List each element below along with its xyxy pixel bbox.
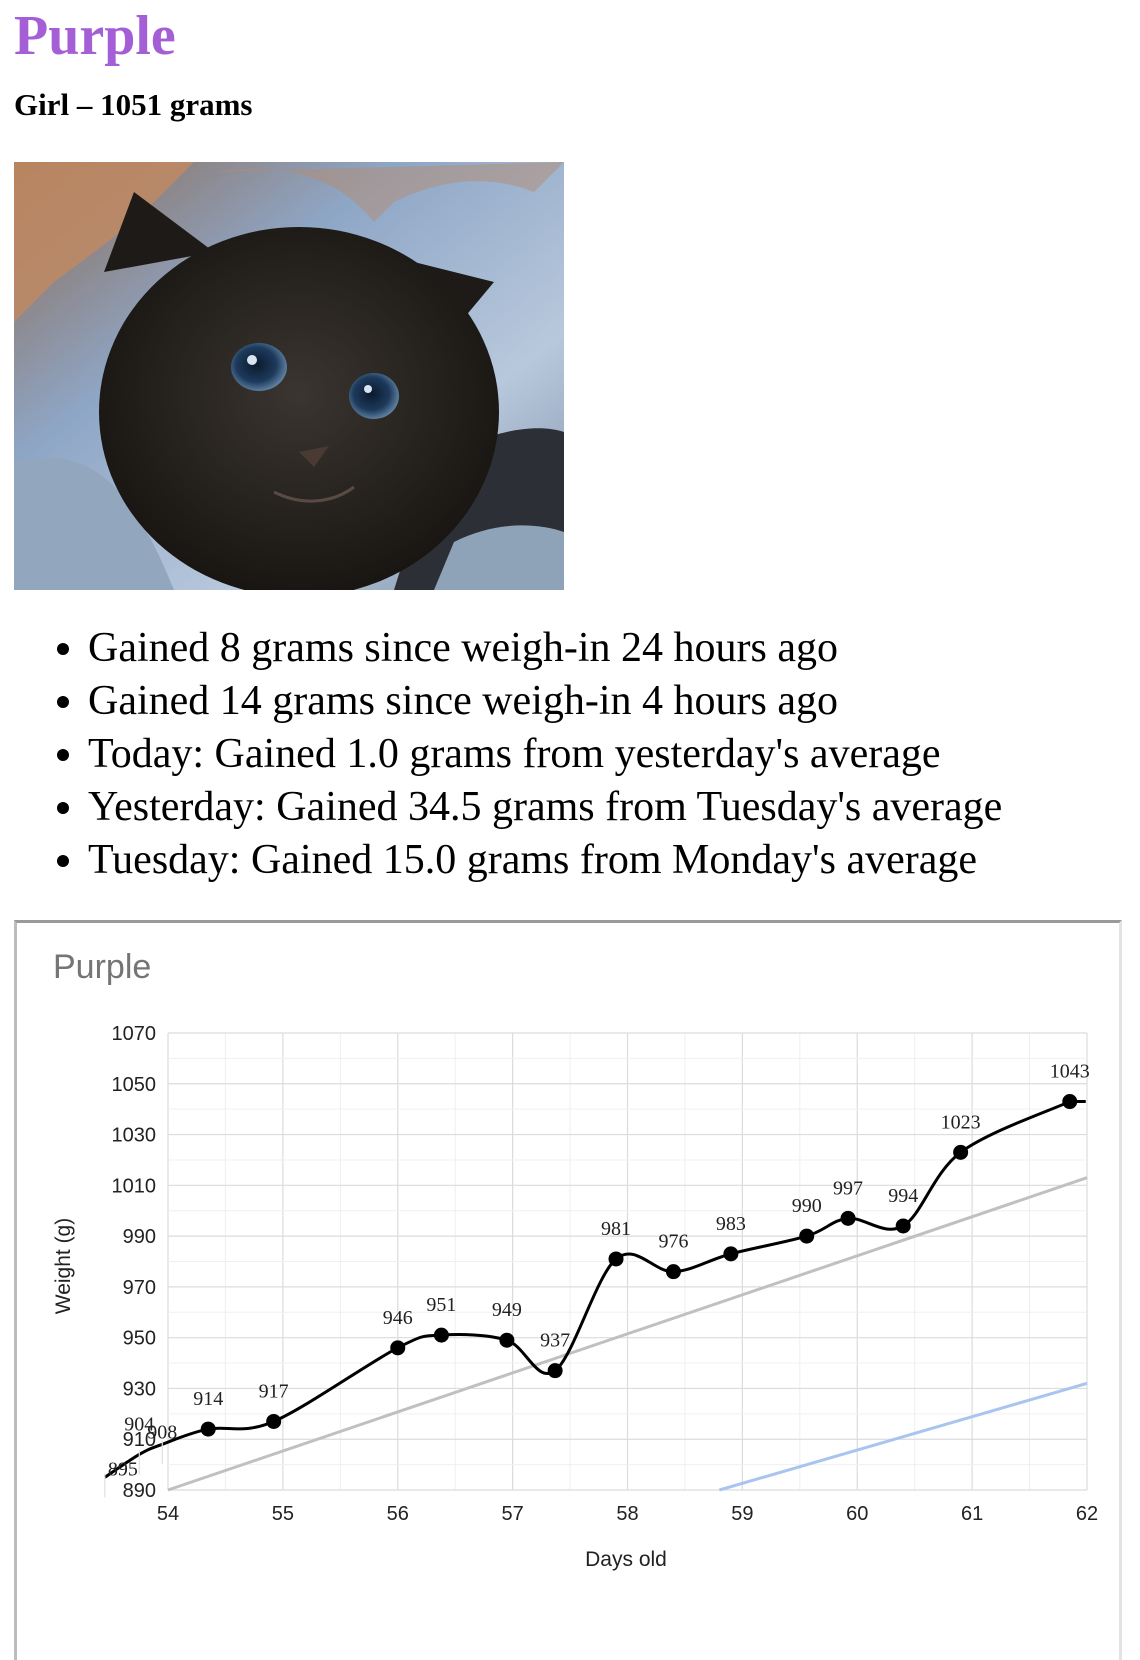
x-tick-label: 55 — [272, 1503, 294, 1525]
y-tick-label: 1050 — [112, 1074, 157, 1096]
data-label: 976 — [658, 1231, 688, 1253]
update-item: Yesterday: Gained 34.5 grams from Tuesda… — [88, 781, 1002, 834]
data-label: 917 — [259, 1380, 289, 1402]
data-point — [1062, 1094, 1078, 1110]
data-label: 895 — [108, 1458, 138, 1480]
update-item: Gained 8 grams since weigh-in 24 hours a… — [88, 622, 1002, 675]
chart-title: Purple — [53, 948, 151, 986]
data-label: 1023 — [941, 1111, 981, 1133]
chart-trendlines — [167, 1176, 1088, 1492]
data-point — [799, 1228, 815, 1244]
data-point — [840, 1210, 856, 1226]
data-label: 949 — [492, 1299, 522, 1321]
x-tick-label: 54 — [157, 1503, 179, 1525]
x-tick-label: 56 — [387, 1503, 409, 1525]
weight-updates-list: Gained 8 grams since weigh-in 24 hours a… — [0, 622, 1002, 887]
x-tick-label: 61 — [961, 1503, 983, 1525]
y-tick-label: 890 — [123, 1480, 156, 1502]
data-label: 946 — [383, 1307, 413, 1329]
y-tick-label: 970 — [123, 1277, 156, 1299]
chart-grid — [167, 1032, 1088, 1491]
x-axis-ticks: 54 55 56 57 58 59 60 61 62 — [157, 1503, 1098, 1525]
data-point — [266, 1413, 282, 1429]
trendline — [718, 1381, 1088, 1492]
weight-chart: 54 55 56 57 58 59 60 61 62 890 910 930 950 970 990 101… — [14, 920, 1122, 1660]
data-point — [200, 1421, 216, 1437]
data-point — [665, 1264, 681, 1280]
y-axis-label: Weight (g) — [52, 1218, 75, 1314]
data-point — [723, 1246, 739, 1262]
trendline — [167, 1176, 1088, 1492]
weight-line — [103, 1100, 1086, 1479]
data-label: 904 — [124, 1413, 154, 1435]
y-tick-label: 990 — [123, 1226, 156, 1248]
data-point — [608, 1251, 624, 1267]
x-tick-label: 58 — [616, 1503, 638, 1525]
y-tick-label: 910 — [123, 1429, 156, 1451]
data-point — [547, 1363, 563, 1379]
kitten-photo — [14, 162, 564, 590]
y-tick-label: 1030 — [112, 1125, 157, 1147]
data-point — [499, 1332, 515, 1348]
data-point — [953, 1144, 969, 1160]
data-label: 951 — [426, 1294, 456, 1316]
data-label: 994 — [888, 1185, 918, 1207]
data-point — [895, 1218, 911, 1234]
data-label: 937 — [540, 1330, 570, 1352]
x-axis-label: Days old — [585, 1548, 667, 1571]
data-label: 1043 — [1050, 1061, 1090, 1083]
y-tick-label: 950 — [123, 1328, 156, 1350]
update-item: Today: Gained 1.0 grams from yesterday's… — [88, 728, 1002, 781]
data-label: 983 — [716, 1213, 746, 1235]
kitten-subtitle: Girl – 1051 grams — [14, 87, 253, 122]
data-label: 997 — [833, 1177, 863, 1199]
update-item: Tuesday: Gained 15.0 grams from Monday's… — [88, 834, 1002, 887]
update-item: Gained 14 grams since weigh-in 4 hours a… — [88, 675, 1002, 728]
chart-series — [103, 1094, 1086, 1498]
y-tick-label: 1010 — [112, 1175, 157, 1197]
y-tick-label: 1070 — [112, 1023, 157, 1045]
data-label: 981 — [601, 1218, 631, 1240]
x-tick-label: 57 — [502, 1503, 524, 1525]
data-label: 990 — [792, 1195, 822, 1217]
y-axis-ticks: 890 910 930 950 970 990 1010 1030 1050 1070 — [112, 1023, 157, 1502]
data-label: 908 — [147, 1421, 177, 1443]
y-tick-label: 930 — [123, 1378, 156, 1400]
data-point — [433, 1327, 449, 1343]
x-tick-label: 60 — [846, 1503, 868, 1525]
data-point — [390, 1340, 406, 1356]
data-label: 914 — [193, 1388, 223, 1410]
x-tick-label: 62 — [1076, 1503, 1098, 1525]
x-tick-label: 59 — [731, 1503, 753, 1525]
kitten-name: Purple — [14, 5, 176, 67]
